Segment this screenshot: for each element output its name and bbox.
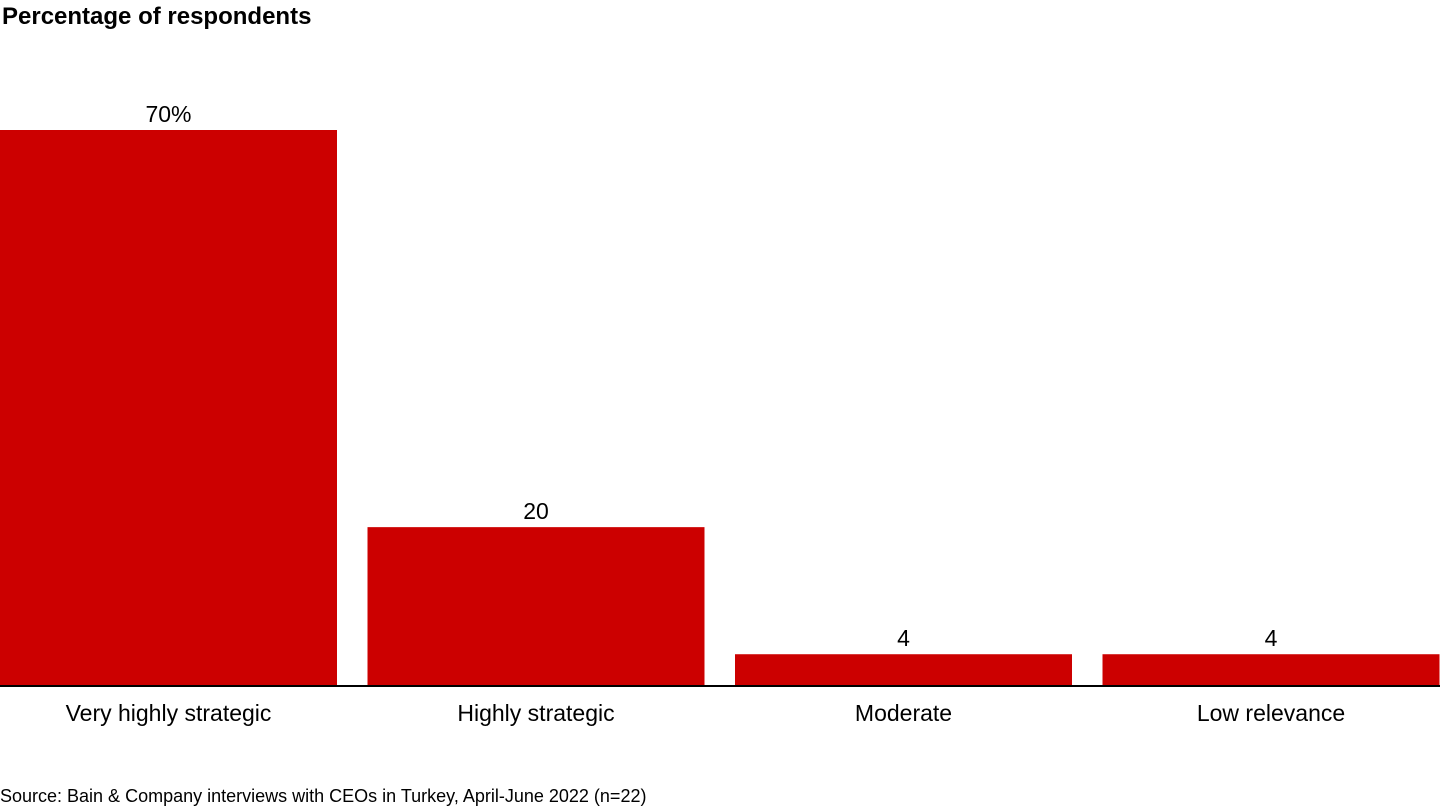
data-label: 4 bbox=[1265, 625, 1278, 651]
labels-layer: 70% Very highly strategic 20 Highly strateg… bbox=[66, 101, 1346, 726]
bar bbox=[367, 527, 705, 686]
data-label: 4 bbox=[897, 625, 910, 651]
bars-layer bbox=[0, 130, 1440, 686]
category-label: Very highly strategic bbox=[66, 700, 272, 726]
chart-title: Percentage of respondents bbox=[2, 3, 312, 30]
bar bbox=[735, 654, 1072, 686]
bar bbox=[1102, 654, 1440, 686]
source-note: Source: Bain & Company interviews with C… bbox=[0, 786, 647, 806]
data-label: 20 bbox=[523, 498, 549, 524]
category-label: Low relevance bbox=[1197, 700, 1345, 726]
category-label: Moderate bbox=[855, 700, 952, 726]
category-label: Highly strategic bbox=[457, 700, 614, 726]
data-label: 70% bbox=[145, 101, 191, 127]
bar bbox=[0, 130, 337, 686]
